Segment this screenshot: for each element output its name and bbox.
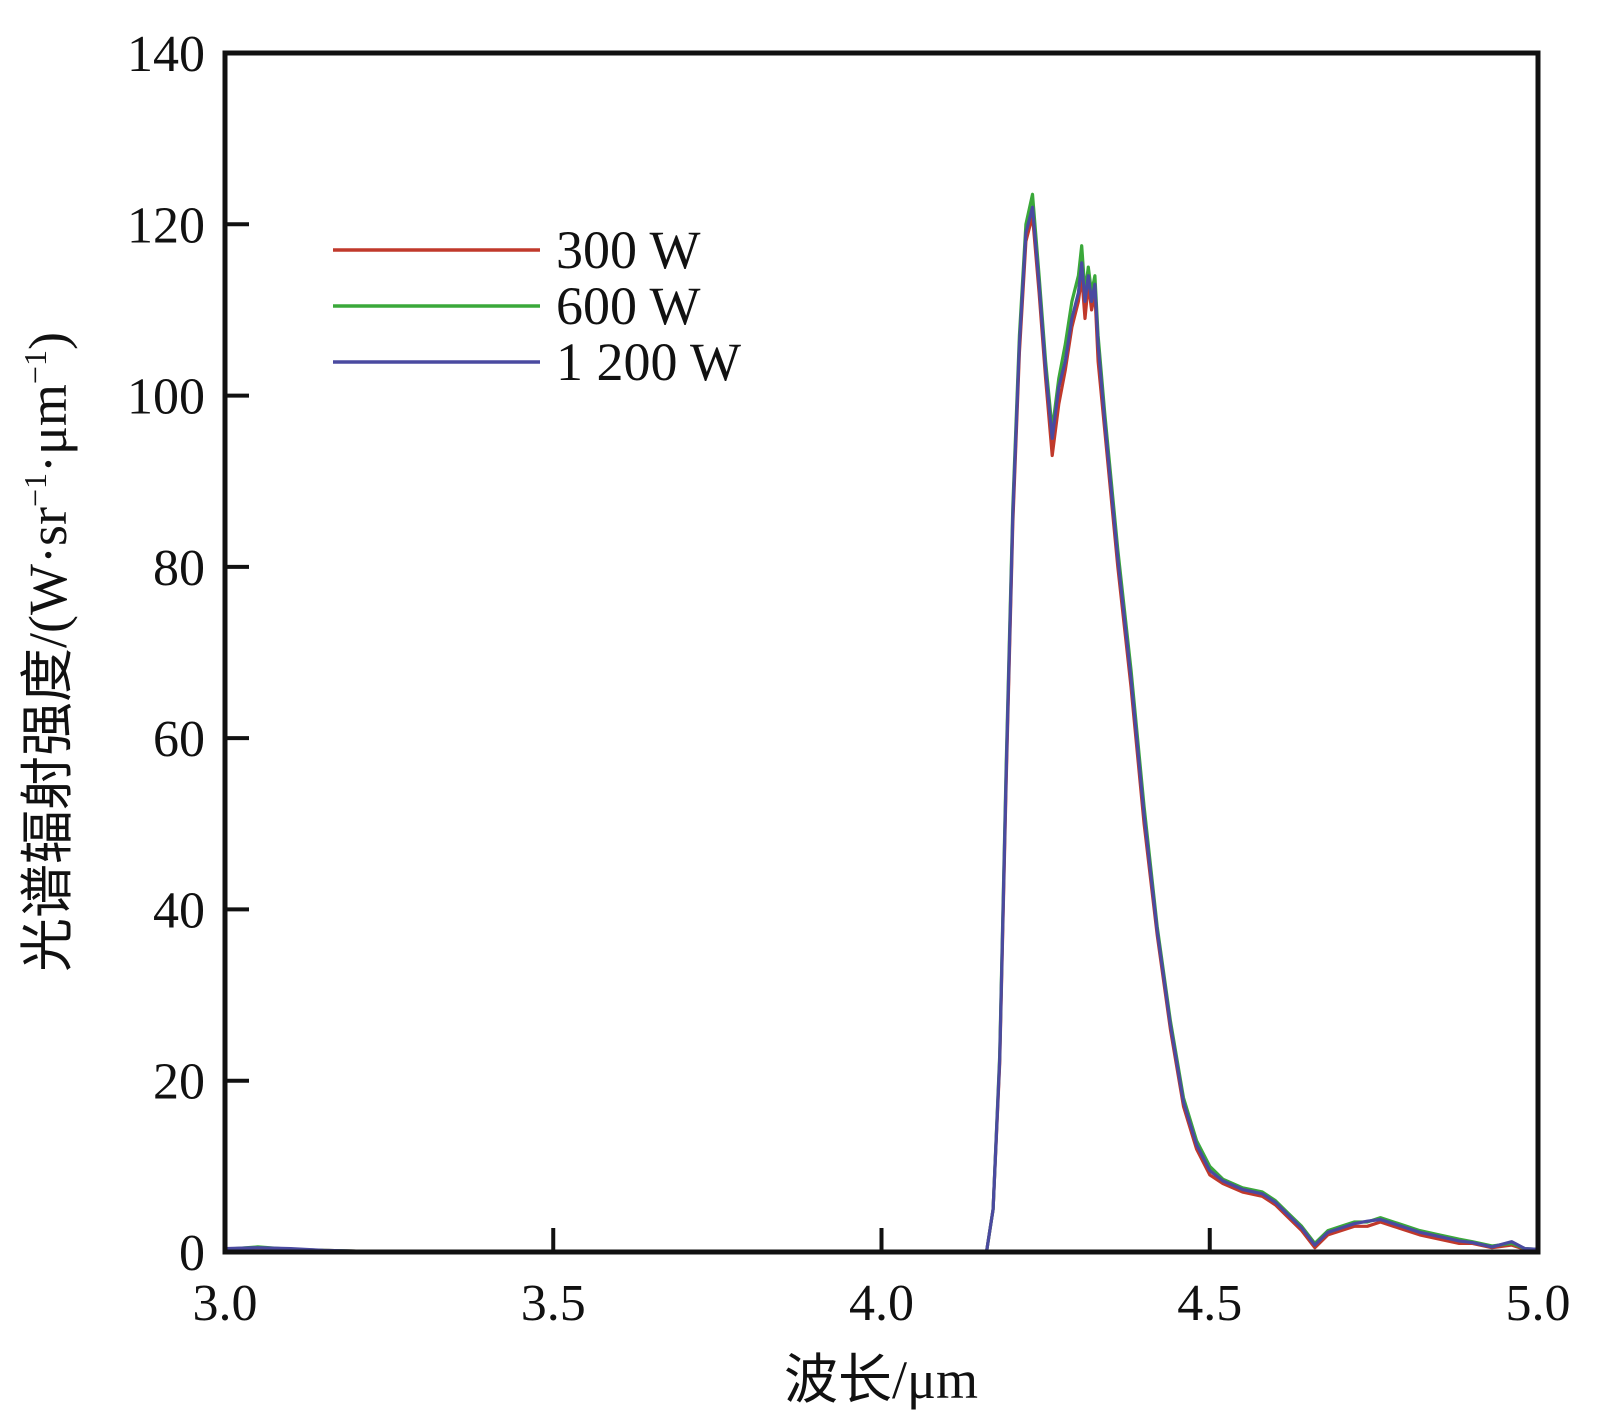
y-axis-title-close: ) <box>18 332 78 350</box>
x-axis-title: 波长/μm <box>784 1350 978 1410</box>
y-tick-label: 80 <box>153 540 205 597</box>
y-tick-label: 0 <box>179 1225 205 1282</box>
x-tick-label: 5.0 <box>1506 1275 1571 1332</box>
series-line-1 <box>224 214 1539 1254</box>
x-tick-label: 3.5 <box>521 1275 586 1332</box>
x-tick-label: 4.0 <box>849 1275 914 1332</box>
series-layer <box>224 192 1539 1254</box>
y-axis-title-main: 光谱辐射强度/(W·sr <box>18 507 78 972</box>
x-tick-label: 4.5 <box>1177 1275 1242 1332</box>
series-line-3 <box>224 205 1539 1254</box>
plot-frame <box>222 50 1541 1255</box>
y-axis-ticks: 0 20 40 60 80 100 120 140 <box>127 26 249 1282</box>
y-tick-label: 120 <box>127 197 205 254</box>
series-line-2 <box>224 192 1539 1254</box>
legend-label-2: 600 W <box>556 276 701 336</box>
legend-label-3: 1 200 W <box>556 332 741 392</box>
y-axis-title-exponent-2: −1 <box>17 350 53 384</box>
y-tick-label: 40 <box>153 882 205 939</box>
y-tick-label: 20 <box>153 1054 205 1111</box>
y-tick-label: 60 <box>153 711 205 768</box>
y-axis-title-exponent-1: −1 <box>17 473 53 507</box>
x-axis-ticks: 3.0 3.5 4.0 4.5 5.0 <box>193 1228 1571 1332</box>
x-tick-label: 3.0 <box>193 1275 258 1332</box>
y-axis-title: 光谱辐射强度/(W·sr−1·μm−1) <box>17 332 78 972</box>
y-tick-label: 140 <box>127 26 205 83</box>
legend-label-1: 300 W <box>556 220 701 280</box>
y-tick-label: 100 <box>127 369 205 426</box>
y-axis-title-unit: ·μm <box>18 384 78 473</box>
